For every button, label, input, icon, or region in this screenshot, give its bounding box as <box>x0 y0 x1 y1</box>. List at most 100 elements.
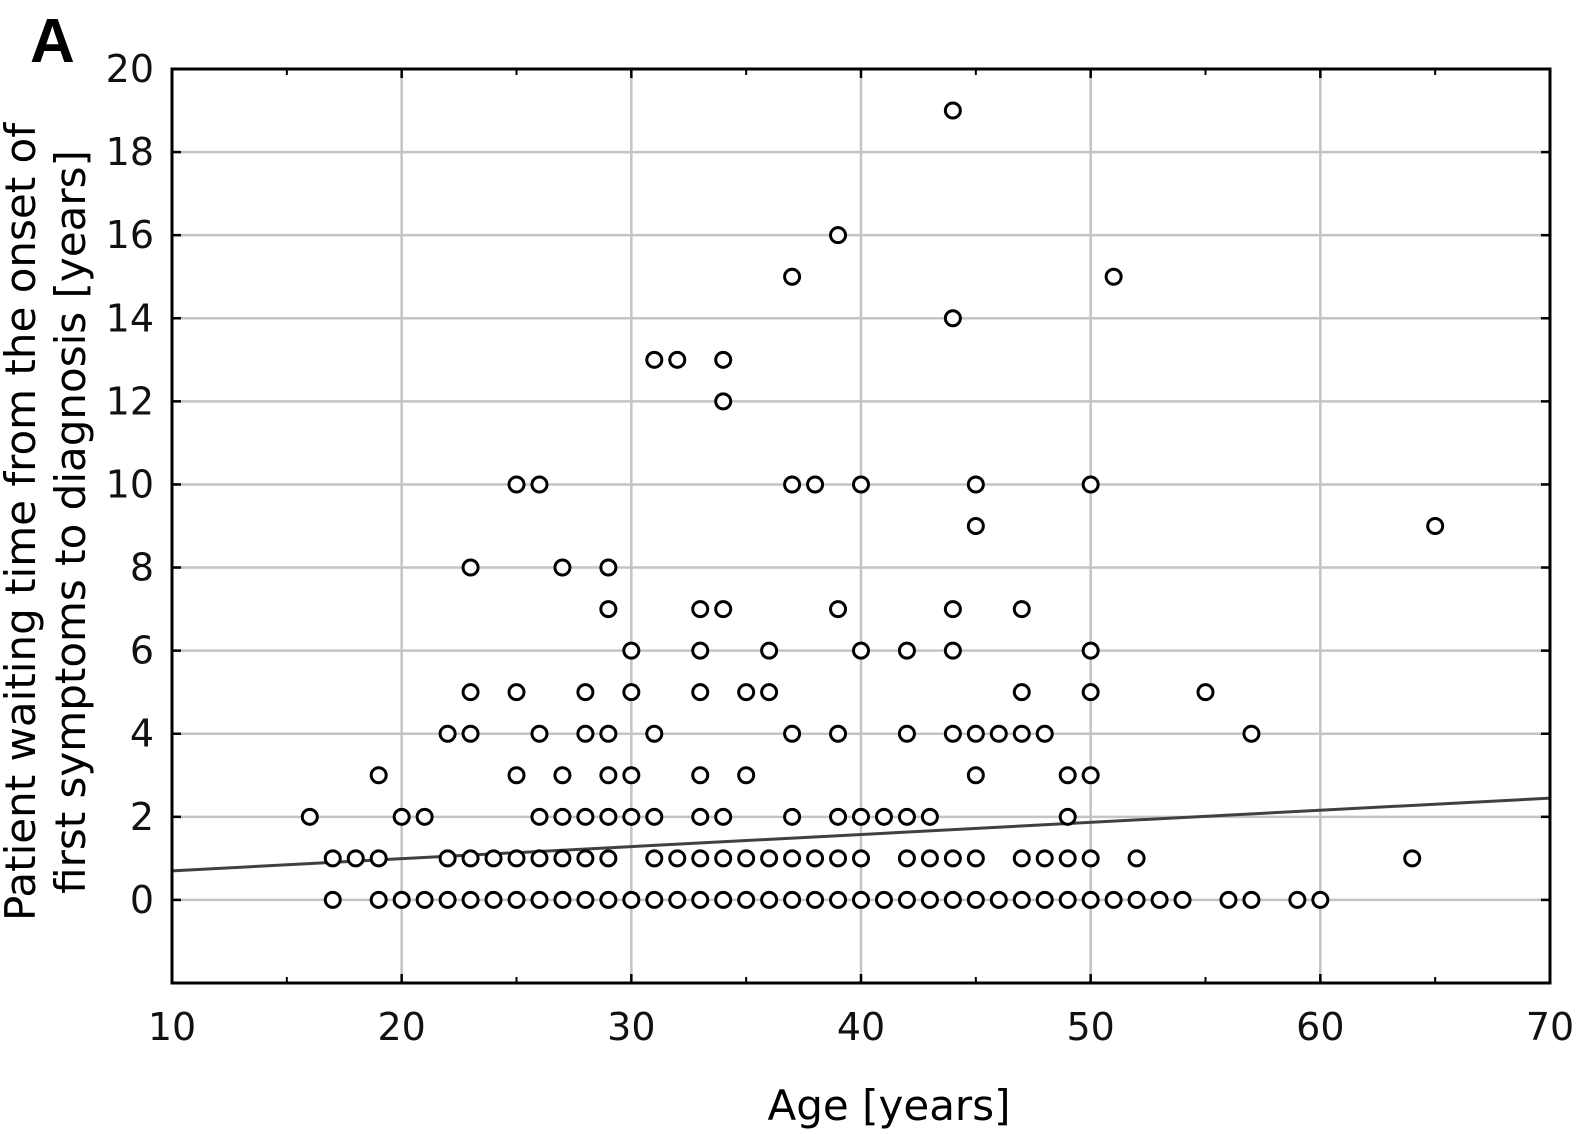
data-point <box>737 849 756 868</box>
y-tick-label: 2 <box>130 795 154 839</box>
data-point <box>645 724 664 743</box>
data-point <box>461 890 480 909</box>
data-point <box>691 849 710 868</box>
data-point <box>1219 890 1238 909</box>
data-point <box>576 724 595 743</box>
data-point <box>691 890 710 909</box>
data-point <box>415 807 434 826</box>
data-point <box>484 849 503 868</box>
data-point <box>369 890 388 909</box>
data-point <box>829 890 848 909</box>
data-point <box>714 807 733 826</box>
data-point <box>943 724 962 743</box>
data-point <box>553 766 572 785</box>
data-point <box>829 226 848 245</box>
data-point <box>369 849 388 868</box>
y-tick-label: 12 <box>106 379 154 423</box>
data-point <box>1081 641 1100 660</box>
data-point <box>783 807 802 826</box>
y-tick-label: 8 <box>130 546 154 590</box>
x-tick-label: 60 <box>1296 1005 1344 1049</box>
data-point <box>714 600 733 619</box>
data-point <box>668 890 687 909</box>
data-point <box>691 600 710 619</box>
y-tick-label: 18 <box>106 130 154 174</box>
data-point <box>989 890 1008 909</box>
data-point <box>760 890 779 909</box>
data-point <box>461 558 480 577</box>
data-point <box>852 849 870 868</box>
x-tick-label: 70 <box>1526 1005 1574 1049</box>
data-point <box>1127 890 1146 909</box>
data-point <box>599 890 618 909</box>
data-point <box>323 890 342 909</box>
y-tick-label: 20 <box>106 47 154 91</box>
data-point <box>599 766 618 785</box>
data-point <box>966 724 985 743</box>
data-point <box>1127 849 1146 868</box>
data-point <box>461 724 480 743</box>
data-point <box>645 849 664 868</box>
y-axis-title: Patient waiting time from the onset of f… <box>0 122 95 921</box>
data-point <box>806 475 825 494</box>
grid-lines <box>172 69 1550 983</box>
data-point <box>622 683 641 702</box>
data-point <box>714 849 733 868</box>
data-point <box>553 807 572 826</box>
data-point <box>1058 766 1077 785</box>
data-point <box>576 890 595 909</box>
data-point <box>484 890 503 909</box>
data-point <box>507 890 526 909</box>
data-point <box>1058 807 1077 826</box>
data-point <box>714 392 733 411</box>
data-point <box>1012 683 1031 702</box>
data-point <box>1150 890 1169 909</box>
panel-label: A <box>30 7 75 76</box>
data-point <box>507 683 526 702</box>
data-point <box>645 350 664 369</box>
data-point <box>530 890 549 909</box>
axis-ticks: 10 20 30 40 50 60 70 0 2 4 6 8 10 12 14 16 18 20 <box>106 47 1575 1049</box>
data-point <box>691 641 710 660</box>
data-point <box>622 807 641 826</box>
data-point <box>943 641 962 660</box>
data-point <box>1196 683 1215 702</box>
data-point <box>783 890 802 909</box>
data-point <box>806 849 825 868</box>
data-point <box>897 849 916 868</box>
data-point <box>1081 849 1100 868</box>
data-point <box>1242 724 1261 743</box>
data-point <box>737 766 756 785</box>
data-point <box>599 849 618 868</box>
data-point <box>852 890 870 909</box>
data-point <box>1081 475 1100 494</box>
y-tick-label: 6 <box>130 629 154 673</box>
data-point <box>1012 849 1031 868</box>
x-tick-label: 20 <box>377 1005 425 1049</box>
data-point <box>737 683 756 702</box>
data-point <box>346 849 365 868</box>
data-point <box>300 807 319 826</box>
data-point <box>966 766 985 785</box>
data-point <box>1403 849 1422 868</box>
trend-line-layer <box>171 796 1551 873</box>
x-tick-label: 10 <box>148 1005 196 1049</box>
data-point <box>691 683 710 702</box>
data-point <box>829 849 848 868</box>
data-point <box>530 849 549 868</box>
data-point <box>966 890 985 909</box>
y-tick-label: 16 <box>106 213 154 257</box>
data-point <box>760 849 779 868</box>
data-point <box>1012 600 1031 619</box>
data-point <box>989 724 1008 743</box>
data-point <box>829 600 848 619</box>
data-point <box>760 683 779 702</box>
data-point <box>691 766 710 785</box>
data-point <box>576 849 595 868</box>
x-tick-label: 50 <box>1066 1005 1114 1049</box>
y-axis-title-line-2: first symptoms to diagnosis [years] <box>46 150 95 894</box>
y-tick-label: 0 <box>130 878 154 922</box>
data-point <box>553 890 572 909</box>
data-point <box>392 890 411 909</box>
data-point <box>874 807 893 826</box>
